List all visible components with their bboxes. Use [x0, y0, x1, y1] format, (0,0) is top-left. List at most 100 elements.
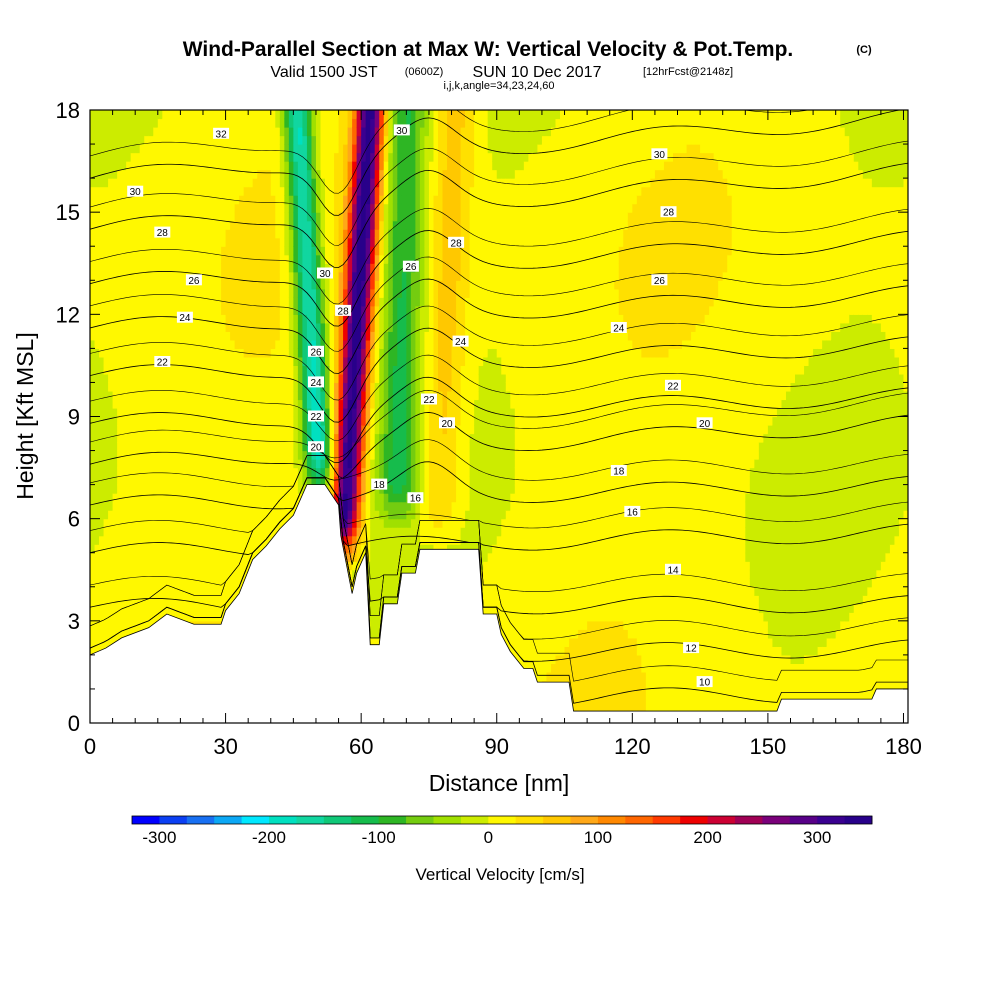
- w-cell: [393, 306, 398, 315]
- w-cell: [275, 229, 280, 238]
- w-cell: [135, 417, 140, 426]
- w-cell: [117, 485, 122, 494]
- w-cell: [171, 527, 176, 536]
- w-cell: [162, 536, 167, 545]
- w-cell: [275, 272, 280, 281]
- w-cell: [185, 255, 190, 264]
- w-cell: [221, 144, 226, 153]
- w-cell: [194, 323, 199, 332]
- w-cell: [230, 391, 235, 400]
- w-cell: [185, 519, 190, 528]
- w-cell: [302, 340, 307, 349]
- w-cell: [253, 136, 258, 145]
- w-cell: [230, 161, 235, 170]
- w-cell: [307, 229, 312, 238]
- w-cell: [99, 544, 104, 553]
- w-cell: [217, 280, 222, 289]
- w-cell: [375, 170, 380, 179]
- w-cell: [257, 127, 262, 136]
- w-cell: [289, 468, 294, 477]
- w-cell: [217, 246, 222, 255]
- w-cell: [117, 621, 122, 630]
- w-cell: [162, 425, 167, 434]
- w-cell: [171, 485, 176, 494]
- w-cell: [289, 348, 294, 357]
- w-cell: [212, 170, 217, 179]
- w-cell: [397, 493, 402, 502]
- w-cell: [185, 374, 190, 383]
- w-cell: [235, 544, 240, 553]
- w-cell: [330, 280, 335, 289]
- w-cell: [357, 510, 362, 519]
- w-cell: [397, 178, 402, 187]
- w-cell: [131, 476, 136, 485]
- w-cell: [203, 187, 208, 196]
- w-cell: [320, 297, 325, 306]
- w-cell: [370, 144, 375, 153]
- w-cell: [262, 374, 267, 383]
- w-cell: [262, 110, 267, 119]
- w-cell: [113, 621, 118, 630]
- w-cell: [180, 127, 185, 136]
- w-cell: [357, 399, 362, 408]
- w-cell: [113, 382, 118, 391]
- w-cell: [122, 510, 127, 519]
- w-cell: [194, 178, 199, 187]
- w-cell: [194, 348, 199, 357]
- w-cell: [271, 170, 276, 179]
- w-cell: [384, 553, 389, 562]
- w-cell: [357, 221, 362, 230]
- w-cell: [293, 263, 298, 272]
- w-cell: [289, 255, 294, 264]
- w-cell: [366, 289, 371, 298]
- w-cell: [253, 510, 258, 519]
- w-cell: [108, 187, 113, 196]
- w-cell: [203, 357, 208, 366]
- w-cell: [262, 195, 267, 204]
- w-cell: [221, 238, 226, 247]
- w-cell: [131, 493, 136, 502]
- w-cell: [176, 331, 181, 340]
- w-cell: [221, 170, 226, 179]
- w-cell: [171, 348, 176, 357]
- w-cell: [352, 408, 357, 417]
- w-cell: [135, 212, 140, 221]
- w-cell: [208, 263, 213, 272]
- w-cell: [99, 263, 104, 272]
- w-cell: [330, 340, 335, 349]
- w-cell: [266, 272, 271, 281]
- w-cell: [257, 221, 262, 230]
- w-cell: [257, 425, 262, 434]
- w-cell: [180, 229, 185, 238]
- w-cell: [235, 340, 240, 349]
- w-cell: [180, 161, 185, 170]
- w-cell: [366, 119, 371, 128]
- w-cell: [126, 561, 131, 570]
- w-cell: [393, 195, 398, 204]
- w-cell: [298, 119, 303, 128]
- w-cell: [95, 485, 100, 494]
- w-cell: [113, 468, 118, 477]
- w-cell: [113, 161, 118, 170]
- w-cell: [284, 468, 289, 477]
- w-cell: [384, 161, 389, 170]
- w-cell: [149, 314, 154, 323]
- w-cell: [248, 314, 253, 323]
- w-cell: [348, 476, 353, 485]
- w-cell: [230, 374, 235, 383]
- w-cell: [113, 612, 118, 621]
- w-cell: [330, 255, 335, 264]
- w-cell: [203, 178, 208, 187]
- w-cell: [334, 212, 339, 221]
- w-cell: [330, 374, 335, 383]
- w-cell: [280, 255, 285, 264]
- w-cell: [99, 621, 104, 630]
- w-cell: [280, 238, 285, 247]
- w-cell: [343, 434, 348, 443]
- w-cell: [361, 161, 366, 170]
- w-cell: [248, 365, 253, 374]
- w-cell: [357, 408, 362, 417]
- w-cell: [397, 434, 402, 443]
- w-cell: [366, 468, 371, 477]
- w-cell: [135, 161, 140, 170]
